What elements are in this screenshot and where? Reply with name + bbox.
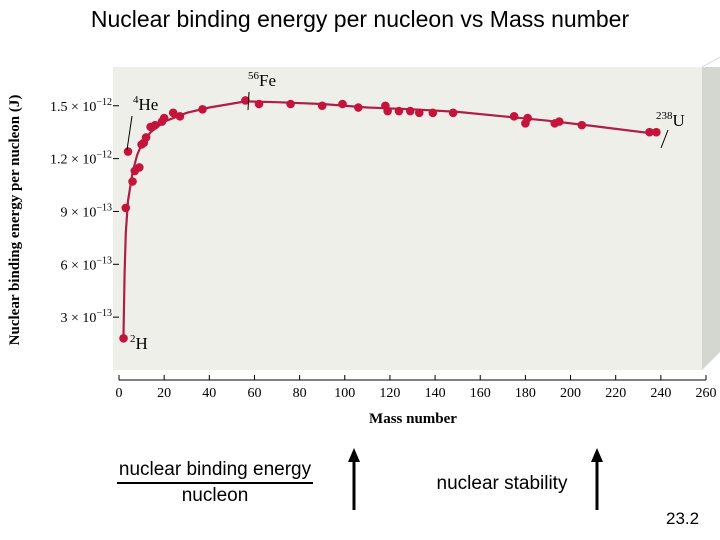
y-tick-label: 3 × 10−13 bbox=[60, 308, 112, 326]
x-tick-label: 160 bbox=[470, 386, 491, 401]
x-tick-label: 120 bbox=[379, 386, 400, 401]
data-point bbox=[338, 99, 347, 109]
data-point bbox=[286, 99, 295, 109]
annotation-leader bbox=[247, 91, 250, 111]
data-point bbox=[168, 108, 178, 118]
data-point bbox=[354, 103, 363, 112]
data-point bbox=[141, 133, 151, 142]
data-point bbox=[383, 106, 392, 116]
data-point bbox=[121, 203, 131, 213]
x-tick-label: 80 bbox=[293, 386, 307, 401]
y-tick-label: 1.5 × 10−12 bbox=[50, 97, 112, 115]
data-point bbox=[394, 106, 404, 116]
x-tick-label: 0 bbox=[116, 386, 123, 401]
data-point bbox=[577, 120, 587, 130]
x-tick-label: 180 bbox=[515, 386, 536, 401]
annotation-h2: 2H bbox=[130, 333, 148, 353]
data-point bbox=[414, 108, 424, 118]
x-tick-label: 260 bbox=[696, 386, 717, 401]
x-tick-label: 140 bbox=[425, 386, 446, 401]
binding-energy-curve bbox=[122, 100, 657, 335]
panel-edge bbox=[701, 56, 720, 68]
x-tick-label: 220 bbox=[605, 386, 626, 401]
data-point bbox=[254, 99, 264, 109]
data-point bbox=[317, 101, 327, 111]
y-tick-label: 9 × 10−13 bbox=[60, 202, 112, 220]
y-axis-label: Nuclear binding energy per nucleon (J) bbox=[7, 95, 23, 346]
ratio-denominator: nucleon bbox=[181, 485, 249, 506]
x-tick-label: 100 bbox=[334, 386, 355, 401]
annotation-he4: 4He bbox=[133, 94, 158, 114]
data-point bbox=[123, 147, 133, 156]
data-point bbox=[119, 333, 128, 343]
annotation-leader bbox=[126, 115, 133, 151]
ratio-label: nuclear binding energy nucleon bbox=[92, 458, 338, 508]
x-tick-label: 40 bbox=[202, 386, 216, 401]
data-point bbox=[198, 104, 207, 114]
data-point bbox=[128, 177, 137, 186]
data-point bbox=[645, 127, 654, 137]
data-point bbox=[554, 117, 564, 126]
x-tick-label: 240 bbox=[650, 386, 671, 401]
data-point bbox=[150, 120, 160, 130]
annotation-leader bbox=[660, 129, 669, 149]
x-axis-label: Mass number bbox=[369, 411, 457, 427]
annotation-u238: 238U bbox=[656, 110, 685, 130]
x-tick-label: 200 bbox=[560, 386, 581, 401]
data-point bbox=[405, 106, 415, 116]
y-tick-label: 6 × 10−13 bbox=[60, 255, 112, 273]
data-point bbox=[241, 96, 250, 105]
data-point bbox=[175, 112, 185, 121]
data-point bbox=[523, 113, 532, 123]
data-point bbox=[159, 113, 169, 123]
data-point bbox=[448, 108, 458, 118]
annotation-fe56: 56Fe bbox=[248, 70, 276, 90]
data-point bbox=[652, 127, 661, 137]
slide-title: Nuclear binding energy per nucleon vs Ma… bbox=[90, 6, 630, 32]
data-point bbox=[135, 163, 144, 172]
slide-number: 23.2 bbox=[666, 509, 700, 528]
y-tick-label: 1.2 × 10−12 bbox=[50, 150, 112, 168]
plot-panel bbox=[113, 67, 702, 370]
ratio-numerator: nuclear binding energy bbox=[116, 458, 314, 484]
x-tick-label: 20 bbox=[157, 386, 171, 401]
data-point bbox=[428, 108, 438, 118]
x-tick-label: 60 bbox=[247, 386, 261, 401]
nuclear-stability-label: nuclear stability bbox=[436, 473, 568, 494]
data-point bbox=[509, 112, 519, 121]
